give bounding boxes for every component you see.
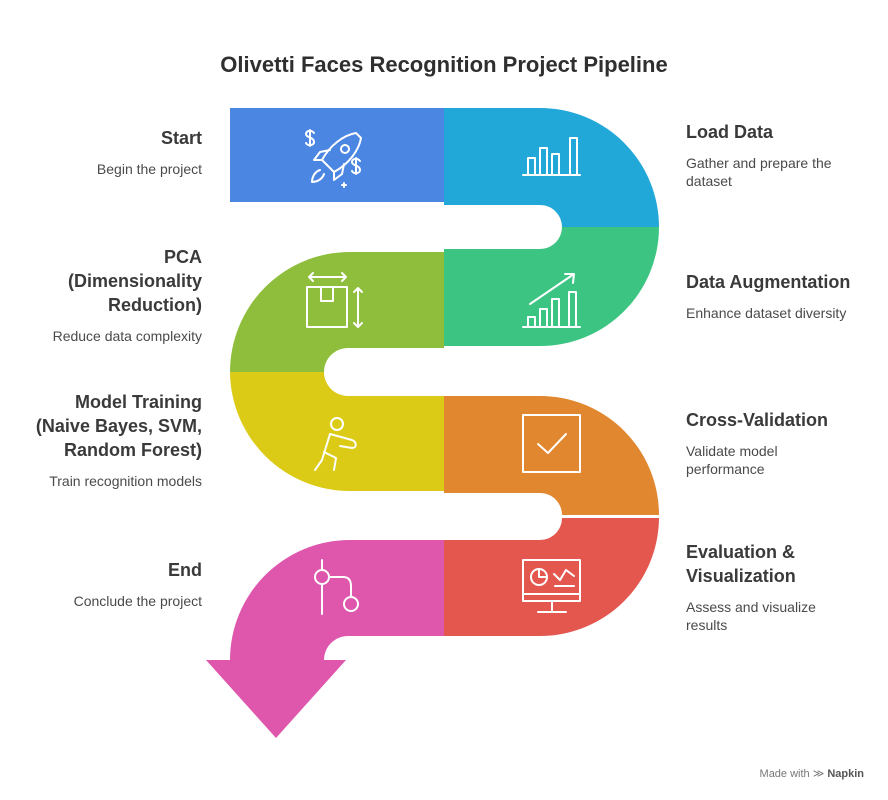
box-resize-icon [306, 272, 363, 328]
segment-data-augmentation [444, 227, 659, 346]
rocket-icon [305, 129, 362, 188]
step-description: Validate model performance [686, 443, 778, 477]
checkbox-icon [522, 414, 581, 473]
step-heading: Cross-Validation [686, 410, 829, 430]
step-description: Begin the project [96, 161, 202, 177]
step-heading: Load Data [686, 122, 774, 142]
step-heading: Start [160, 128, 202, 148]
step-start-label: Start Begin the project [2, 126, 202, 178]
segment-cross-validation [444, 396, 659, 515]
monitor-chart-icon [522, 559, 581, 613]
step-data-augmentation-label: Data Augmentation Enhance dataset divers… [686, 270, 876, 322]
step-description: Train recognition models [49, 473, 202, 489]
step-heading: Evaluation & Visualization [686, 542, 796, 586]
step-description: Conclude the project [73, 593, 202, 609]
step-description: Enhance dataset diversity [686, 305, 847, 321]
napkin-logo-icon: ≫ [812, 768, 825, 780]
segment-end [206, 540, 444, 738]
step-evaluation-label: Evaluation & Visualization Assess and vi… [686, 540, 876, 634]
step-heading: Model Training (Naive Bayes, SVM, Random… [35, 392, 202, 460]
growth-chart-icon [522, 273, 581, 328]
footer-credit: Made with ≫ Napkin [760, 767, 864, 780]
training-figure-icon [314, 417, 357, 471]
segment-evaluation [444, 518, 659, 636]
step-description: Gather and prepare the dataset [686, 155, 832, 189]
segment-start [230, 108, 444, 202]
step-cross-validation-label: Cross-Validation Validate model performa… [686, 408, 876, 478]
step-model-training-label: Model Training (Naive Bayes, SVM, Random… [2, 390, 202, 490]
step-description: Assess and visualize results [686, 599, 816, 633]
brand-name: Napkin [827, 768, 864, 780]
bar-chart-icon [522, 137, 581, 176]
page-title: Olivetti Faces Recognition Project Pipel… [220, 52, 668, 77]
step-heading: Data Augmentation [686, 272, 851, 292]
step-heading: PCA (Dimensionality Reduction) [67, 247, 202, 315]
made-with-text: Made with [759, 768, 810, 780]
step-pca-label: PCA (Dimensionality Reduction) Reduce da… [2, 245, 202, 345]
step-description: Reduce data complexity [52, 328, 202, 344]
step-end-label: End Conclude the project [2, 558, 202, 610]
segment-pca [230, 252, 444, 372]
step-heading: End [168, 560, 202, 580]
segment-model-training [230, 372, 444, 491]
flow-nodes-icon [314, 559, 359, 615]
step-load-data-label: Load Data Gather and prepare the dataset [686, 120, 876, 190]
